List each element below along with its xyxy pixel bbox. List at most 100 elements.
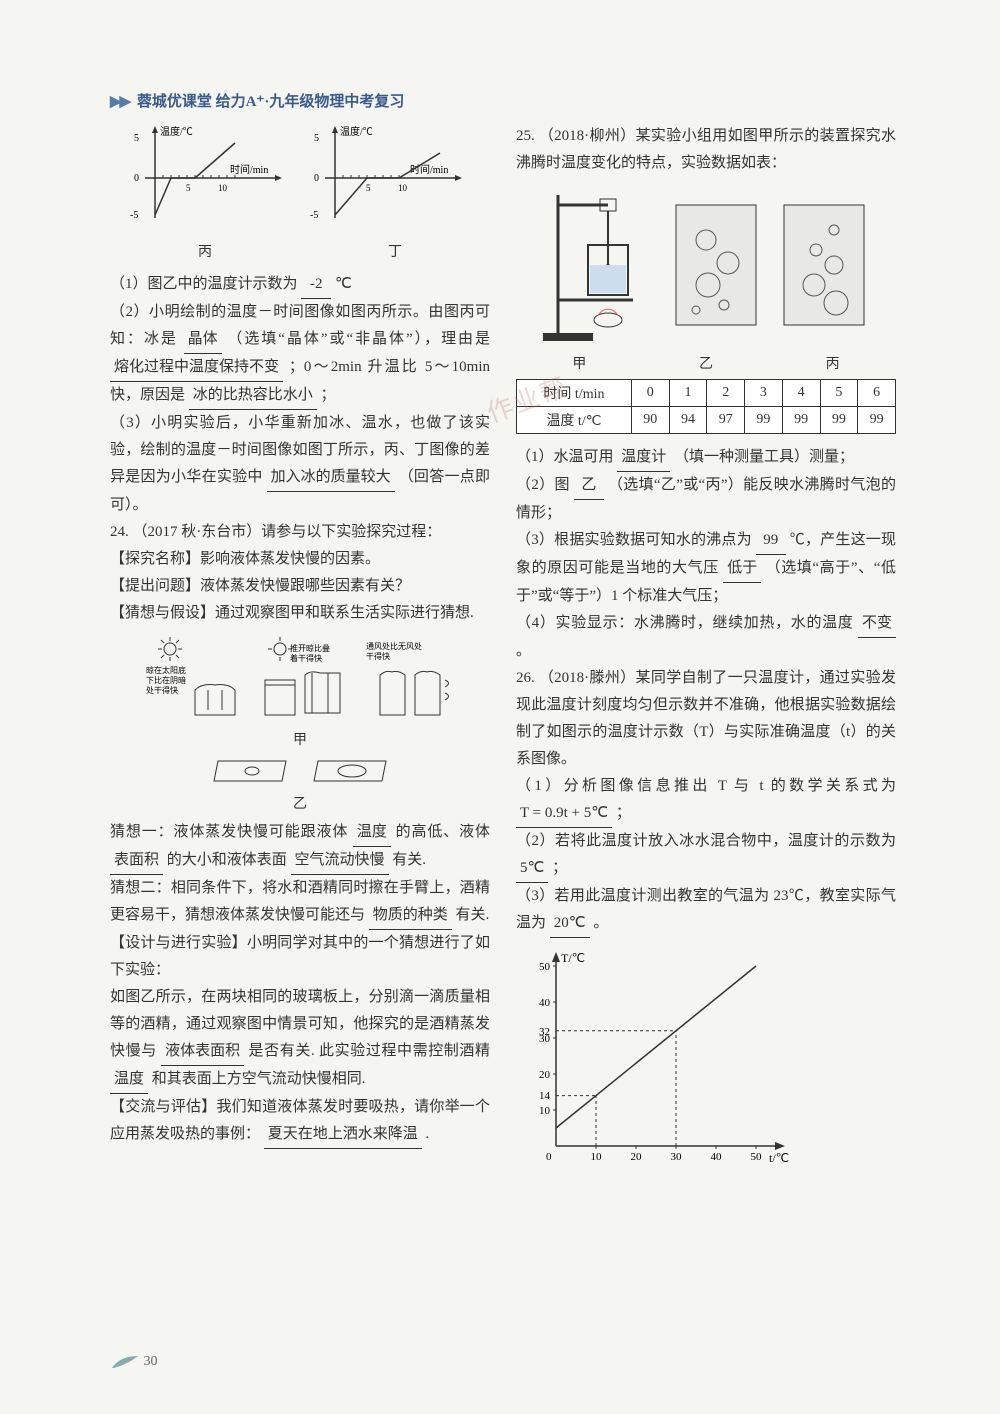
svg-text:通风处比无风处: 通风处比无风处 (366, 641, 422, 651)
q23-p2: （2）小明绘制的温度－时间图像如图丙所示。由图丙可知：冰是 晶体 （选填“晶体”… (110, 299, 490, 410)
q24-ans-g2: 物质的种类 (369, 902, 452, 930)
q23-ans2a: 晶体 (184, 326, 222, 354)
q23-ans3: 加入冰的质量较大 (267, 464, 395, 492)
q24-t3: 【猜想与假设】通过观察图甲和联系生活实际进行猜想. (110, 600, 490, 627)
plate-2 (310, 757, 390, 785)
svg-text:5: 5 (134, 133, 139, 144)
q25-ans2: 乙 (574, 472, 604, 500)
svg-text:0: 0 (134, 173, 139, 184)
two-columns: 5 0 -5 温度/℃ 时间/min 5 10 (110, 123, 930, 1181)
svg-text:14: 14 (539, 1090, 551, 1102)
q24-ans-g1c: 空气流动快慢 (291, 847, 389, 875)
q25-apparatus (516, 185, 896, 345)
q23-p1: （1）图乙中的温度计示数为 -2 ℃ (110, 271, 490, 299)
table-row: 温度 t/℃ 90 94 97 99 99 99 99 (517, 407, 896, 434)
q26-header: 26. （2018·滕州）某同学自制了一只温度计，通过实验发现此温度计刻度均匀但… (516, 665, 896, 773)
svg-text:t/℃: t/℃ (769, 1151, 789, 1165)
q26-p3: （3）若用此温度计测出教室的气温为 23℃，教室实际气温为 20℃ 。 (516, 883, 896, 938)
q23-ans1: -2 (301, 271, 331, 299)
apparatus-bing (774, 185, 874, 345)
q26-p1: （1）分析图像信息推出 T 与 t 的数学关系式为 T = 0.9t + 5℃ … (516, 773, 896, 828)
q24-ans-t5b: 温度 (110, 1066, 148, 1094)
svg-text:着干得快: 着干得快 (290, 653, 322, 663)
q25-lab-yi: 乙 (699, 353, 713, 373)
svg-text:5: 5 (186, 183, 191, 193)
q25-p1: （1）水温可用 温度计 （填一种测量工具）测量； (516, 444, 896, 472)
q25-lab-bing: 丙 (826, 353, 840, 373)
q24-t2: 【提出问题】液体蒸发快慢跟哪些因素有关？ (110, 573, 490, 600)
q23-ans2b: 熔化过程中温度保持不变 (110, 354, 283, 382)
q24-label-yi: 乙 (110, 793, 490, 813)
q23-ans2c: 冰的比热容比水小 (189, 382, 317, 410)
chart-c: 5 0 -5 温度/℃ 时间/min 5 10 (130, 123, 290, 233)
svg-text:温度/℃: 温度/℃ (340, 125, 373, 138)
q24-ans-g1b: 表面积 (110, 847, 163, 875)
svg-text:40: 40 (539, 997, 551, 1009)
svg-text:下比在阴暗: 下比在阴暗 (146, 675, 186, 685)
q25-header: 25. （2018·柳州）某实验小组用如图甲所示的装置探究水沸腾时温度变化的特点… (516, 123, 896, 177)
q24-g2: 猜想二：相同条件下，将水和酒精同时擦在手臂上，酒精更容易干，猜想液体蒸发快慢可能… (110, 875, 490, 930)
q24-ans-t5a: 液体表面积 (161, 1038, 244, 1066)
q24-img2: 推开晾比叠 着干得快 (250, 635, 350, 721)
svg-text:30: 30 (671, 1151, 683, 1163)
q24-label-jia: 甲 (110, 729, 490, 749)
q24-t5: 如图乙所示，在两块相同的玻璃板上，分别滴一滴质量相等的酒精，通过观察图中情景可知… (110, 984, 490, 1094)
chart-row: 5 0 -5 温度/℃ 时间/min 5 10 (110, 123, 490, 233)
svg-text:40: 40 (711, 1151, 723, 1163)
q25-p4: （4）实验显示：水沸腾时，继续加热，水的温度 不变 。 (516, 610, 896, 665)
svg-text:晾在太阳底: 晾在太阳底 (146, 665, 186, 675)
q24-t4: 【设计与进行实验】小明同学对其中的一个猜想进行了如下实验： (110, 930, 490, 984)
q24-img1: 晾在太阳底 下比在阴暗 处干得快 (140, 635, 240, 721)
plate-1 (210, 757, 290, 785)
left-column: 5 0 -5 温度/℃ 时间/min 5 10 (110, 123, 490, 1181)
table-row: 时间 t/min 0 1 2 3 4 5 6 (517, 380, 896, 407)
page-content: ▶▶ 蓉城优课堂 给力A⁺·九年级物理中考复习 5 0 -5 温度/℃ 时间/m… (110, 90, 930, 1181)
q24-ans-t6: 夏天在地上洒水来降温 (264, 1121, 422, 1149)
svg-text:5: 5 (366, 183, 371, 193)
q26-ans3: 20℃ (550, 910, 590, 938)
q24-t1: 【探究名称】影响液体蒸发快慢的因素。 (110, 546, 490, 573)
svg-text:0: 0 (314, 173, 319, 184)
svg-text:10: 10 (591, 1151, 603, 1163)
svg-text:10: 10 (218, 183, 228, 193)
right-column: 25. （2018·柳州）某实验小组用如图甲所示的装置探究水沸腾时温度变化的特点… (516, 123, 896, 1181)
header-text: 蓉城优课堂 给力A⁺·九年级物理中考复习 (137, 94, 405, 110)
svg-text:20: 20 (539, 1069, 551, 1081)
svg-text:处干得快: 处干得快 (146, 685, 178, 695)
q25-ans3a: 99 (756, 527, 786, 555)
q25-ans4: 不变 (858, 610, 896, 638)
svg-text:-5: -5 (130, 210, 138, 221)
svg-text:10: 10 (398, 183, 408, 193)
q24-t6: 【交流与评估】我们知道液体蒸发时要吸热，请你举一个应用蒸发吸热的事例： 夏天在地… (110, 1094, 490, 1149)
chart-c-d-labels: 丙 丁 (110, 241, 490, 261)
svg-text:干得快: 干得快 (366, 651, 390, 661)
q26-p2: （2）若将此温度计放入冰水混合物中，温度计的示数为 5℃ ； (516, 828, 896, 883)
svg-text:0: 0 (546, 1151, 552, 1163)
q26-num: 26. (516, 670, 535, 686)
page-header: ▶▶ 蓉城优课堂 给力A⁺·九年级物理中考复习 (110, 90, 930, 111)
feather-icon (110, 1354, 140, 1370)
q26-ans1: T = 0.9t + 5℃ (516, 800, 612, 828)
label-d: 丁 (388, 241, 402, 261)
q24-plates (110, 757, 490, 785)
apparatus-yi (666, 185, 766, 345)
q25-table: 时间 t/min 0 1 2 3 4 5 6 温度 t/℃ 90 94 97 9… (516, 379, 896, 434)
q25-app-labels: 甲 乙 丙 (516, 353, 896, 373)
q24-img3: 通风处比无风处 干得快 (360, 635, 460, 721)
q25-p3: （3）根据实验数据可知水的沸点为 99 ℃，产生这一现象的原因可能是当地的大气压… (516, 527, 896, 610)
q25-p2: （2）图 乙 （选填“乙”或“丙”）能反映水沸腾时气泡的情形； (516, 472, 896, 527)
q24-ans-g1a: 温度 (353, 819, 391, 847)
q25-ans1: 温度计 (617, 444, 670, 472)
svg-text:50: 50 (751, 1151, 763, 1163)
svg-text:20: 20 (631, 1151, 643, 1163)
q24-images-jia: 晾在太阳底 下比在阴暗 处干得快 推开晾比叠 着干得快 通风处比无风处 (110, 635, 490, 721)
q26-ans2: 5℃ (516, 855, 548, 883)
svg-text:时间/min: 时间/min (410, 163, 448, 176)
q25-lab-jia: 甲 (572, 353, 586, 373)
svg-text:温度/℃: 温度/℃ (160, 125, 193, 138)
svg-text:32: 32 (539, 1026, 550, 1038)
svg-text:时间/min: 时间/min (230, 163, 268, 176)
q24-header: 24. （2017 秋·东台市）请参与以下实验探究过程： (110, 519, 490, 546)
svg-text:推开晾比叠: 推开晾比叠 (290, 643, 330, 653)
q23-p3: （3）小明实验后，小华重新加冰、温水，也做了该实验，绘制的温度－时间图像如图丁所… (110, 410, 490, 519)
